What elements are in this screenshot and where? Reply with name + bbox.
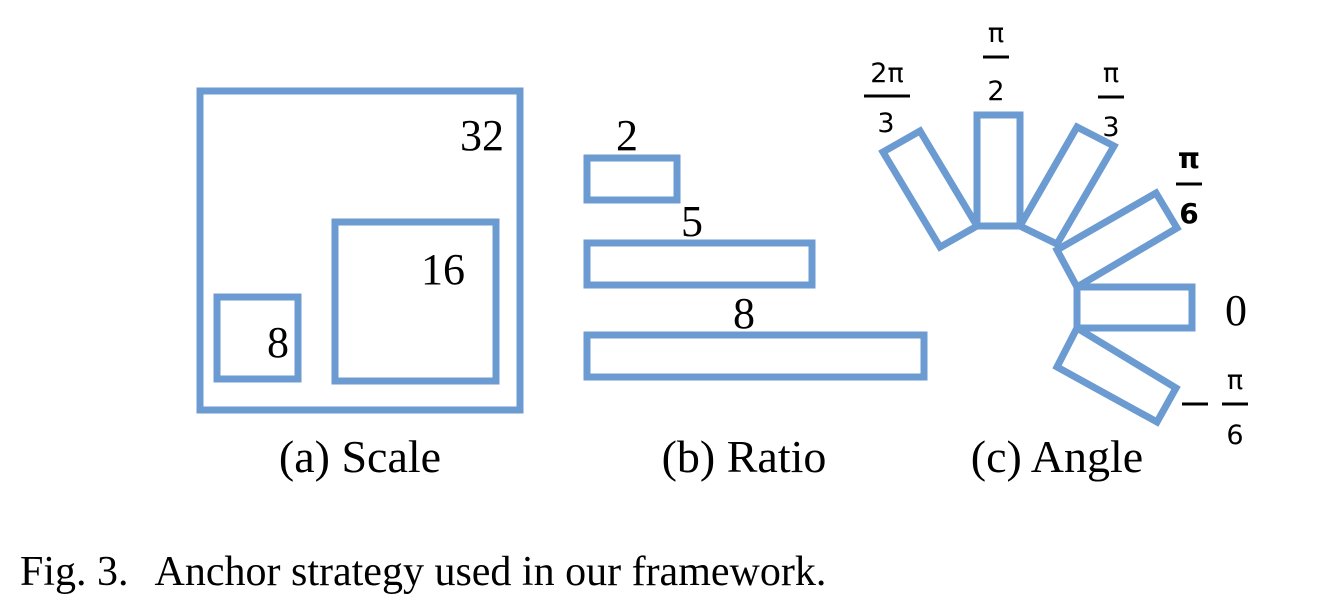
angle-caption: (c) Angle — [971, 431, 1143, 482]
angle-box-pi-over-2 — [973, 111, 1024, 230]
angle-label-pi-over-2-den: 2 — [987, 76, 1004, 107]
scale-label-8: 8 — [267, 318, 289, 367]
angle-label-pi-over-3-num: π — [1103, 58, 1119, 89]
angle-label-pi-over-6-num: π — [1178, 142, 1200, 175]
angle-label-pi-over-2-num: π — [988, 18, 1004, 49]
angle-label-pi-over-2: π 2 — [983, 18, 1009, 107]
angle-label-pi-over-3: π 3 — [1098, 58, 1124, 143]
angle-label-2pi-over-3-num: 2π — [870, 58, 903, 89]
angle-box-minus-pi-over-6 — [1052, 323, 1181, 427]
anchor-box-16 — [331, 218, 500, 385]
angle-label-minus-pi-over-6-num: π — [1227, 365, 1243, 396]
angle-panel: 2π 3 π 2 π 3 π 6 0 π 6 (c) Angle — [864, 18, 1248, 482]
angle-label-pi-over-6: π 6 — [1176, 142, 1202, 230]
ratio-box-5 — [583, 239, 816, 289]
ratio-label-8: 8 — [733, 289, 755, 338]
anchor-box-32 — [196, 87, 524, 414]
angle-label-pi-over-6-den: 6 — [1179, 197, 1198, 230]
figure-caption-text: Anchor strategy used in our framework. — [154, 549, 827, 595]
figure-number: Fig. 3. — [20, 549, 129, 595]
ratio-label-2: 2 — [616, 111, 638, 160]
ratio-caption: (b) Ratio — [662, 431, 827, 482]
angle-label-pi-over-3-den: 3 — [1102, 112, 1119, 143]
ratio-panel: 2 5 8 (b) Ratio — [583, 111, 928, 482]
angle-label-2pi-over-3-den: 3 — [877, 108, 894, 139]
angle-box-0 — [1073, 283, 1196, 332]
angle-box-2pi-over-3 — [878, 126, 982, 252]
scale-label-16: 16 — [421, 245, 465, 294]
ratio-box-8 — [583, 331, 928, 381]
angle-label-minus-pi-over-6: π 6 — [1182, 365, 1248, 451]
angle-label-zero: 0 — [1225, 286, 1247, 335]
ratio-label-5: 5 — [681, 197, 703, 246]
ratio-box-2 — [583, 154, 681, 204]
angle-label-minus-pi-over-6-den: 6 — [1226, 420, 1243, 451]
angle-box-pi-over-3 — [1015, 122, 1119, 249]
scale-label-32: 32 — [460, 111, 504, 160]
scale-caption: (a) Scale — [279, 431, 441, 482]
figure-caption: Fig. 3. Anchor strategy used in our frame… — [20, 548, 826, 596]
scale-panel: 32 16 8 (a) Scale — [196, 87, 524, 482]
angle-label-2pi-over-3: 2π 3 — [864, 58, 910, 139]
anchor-box-8 — [213, 293, 302, 383]
